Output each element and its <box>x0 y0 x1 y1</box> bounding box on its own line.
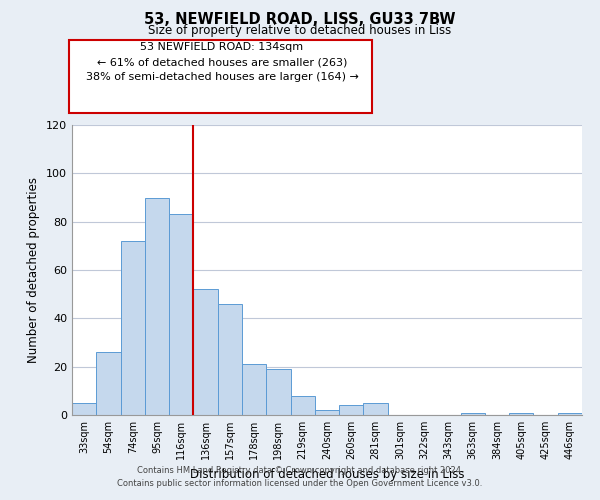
Bar <box>509 412 533 415</box>
Bar <box>558 412 582 415</box>
Y-axis label: Number of detached properties: Number of detached properties <box>28 177 40 363</box>
Bar <box>339 406 364 415</box>
Bar <box>145 198 169 415</box>
Text: Size of property relative to detached houses in Liss: Size of property relative to detached ho… <box>148 24 452 37</box>
Bar <box>72 403 96 415</box>
Text: 53 NEWFIELD ROAD: 134sqm
← 61% of detached houses are smaller (263)
38% of semi-: 53 NEWFIELD ROAD: 134sqm ← 61% of detach… <box>86 42 358 82</box>
Bar <box>96 352 121 415</box>
Bar <box>121 241 145 415</box>
Bar <box>315 410 339 415</box>
Bar <box>193 290 218 415</box>
Bar <box>461 412 485 415</box>
Bar <box>364 403 388 415</box>
Bar <box>169 214 193 415</box>
Text: Contains HM Land Registry data © Crown copyright and database right 2024.
Contai: Contains HM Land Registry data © Crown c… <box>118 466 482 487</box>
X-axis label: Distribution of detached houses by size in Liss: Distribution of detached houses by size … <box>190 468 464 480</box>
Text: 53, NEWFIELD ROAD, LISS, GU33 7BW: 53, NEWFIELD ROAD, LISS, GU33 7BW <box>144 12 456 28</box>
Bar <box>218 304 242 415</box>
Bar <box>266 369 290 415</box>
Bar <box>242 364 266 415</box>
Bar <box>290 396 315 415</box>
